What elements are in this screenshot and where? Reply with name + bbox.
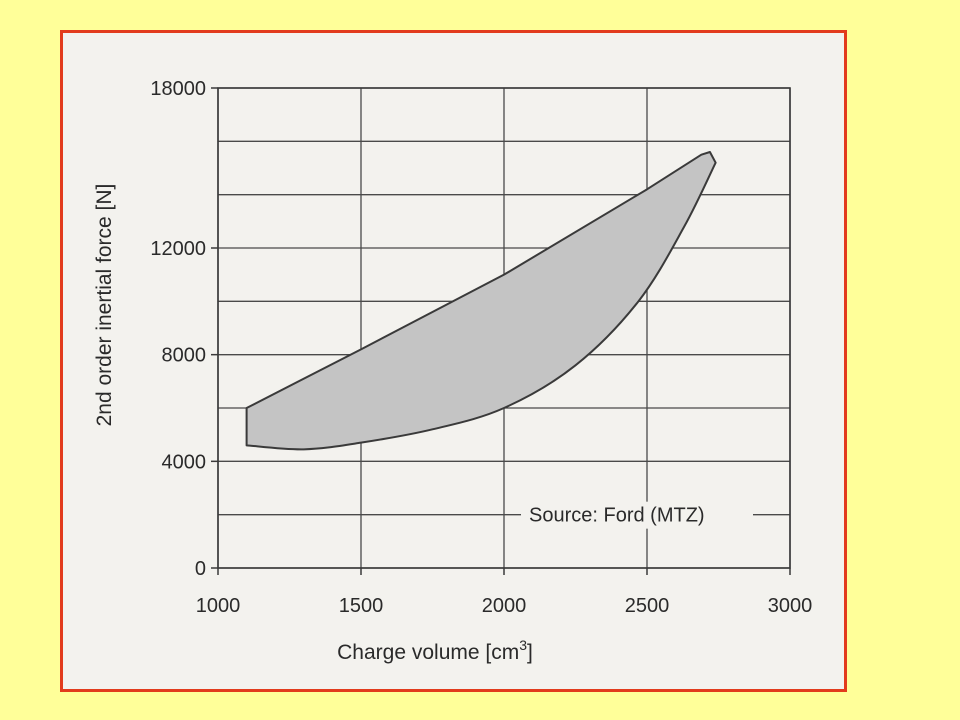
x-tick-label: 3000 bbox=[768, 595, 813, 617]
source-annotation: Source: Ford (MTZ) bbox=[521, 501, 753, 529]
y-tick-label: 8000 bbox=[162, 345, 207, 367]
x-axis-title-main: Charge volume [cm bbox=[337, 641, 519, 664]
x-tick-label: 1000 bbox=[196, 595, 241, 617]
inertial-force-band bbox=[245, 151, 717, 451]
x-axis-title: Charge volume [cm3] bbox=[337, 637, 533, 664]
label-layer: 0 4000 8000 12000 18000 1000 1500 2000 2500 3000 bbox=[150, 78, 812, 617]
y-tick-label: 12000 bbox=[150, 238, 206, 260]
y-tick-label: 4000 bbox=[162, 451, 207, 473]
chart-frame: 0 4000 8000 12000 18000 1000 1500 2000 2500 3000 … bbox=[60, 30, 847, 692]
y-tick-label: 0 bbox=[195, 558, 206, 580]
source-label: Source: Ford (MTZ) bbox=[529, 505, 705, 527]
axis-layer bbox=[211, 87, 791, 575]
y-axis-title: 2nd order inertial force [N] bbox=[93, 184, 116, 427]
source-annotation-bg bbox=[521, 501, 753, 529]
x-axis-title-superscript: 3 bbox=[519, 637, 527, 653]
x-tick-label: 2500 bbox=[625, 595, 670, 617]
x-axis-title-suffix: ] bbox=[527, 641, 533, 664]
x-tick-label: 2000 bbox=[482, 595, 527, 617]
x-tick-label: 1500 bbox=[339, 595, 384, 617]
y-tick-label: 18000 bbox=[150, 78, 206, 100]
area-layer bbox=[245, 151, 717, 451]
